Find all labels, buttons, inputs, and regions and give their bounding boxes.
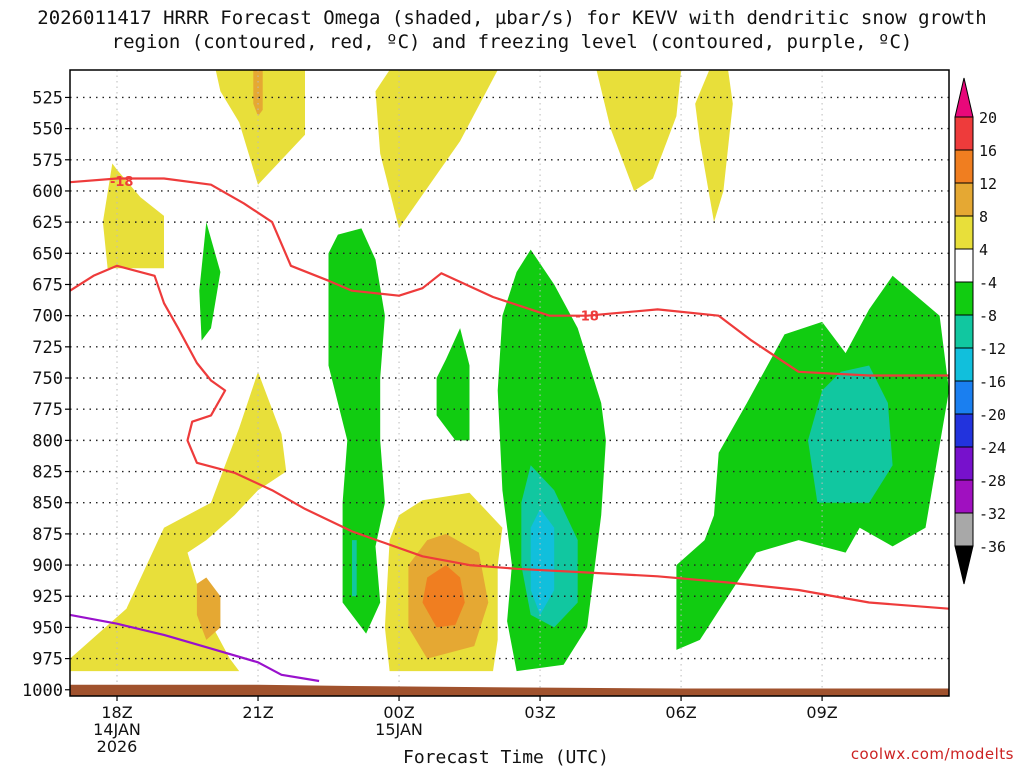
colorbar-swatch: [954, 281, 974, 316]
x-tick-label: 06Z: [665, 703, 696, 722]
x-tick-date: 15JAN: [375, 720, 423, 739]
region-upper-far-right-yellow: [695, 70, 733, 223]
y-tick-label: 600: [32, 182, 63, 202]
series-line-2: [70, 613, 320, 683]
colorbar-swatch: [954, 215, 974, 250]
x-axis-label: Forecast Time (UTC): [403, 747, 609, 768]
site-credit: coolwx.com/modelts: [850, 745, 1014, 763]
colorbar-swatch: [954, 512, 974, 547]
y-tick-label: 725: [32, 338, 63, 358]
region-green-column-center-cyan: [352, 540, 357, 597]
plot-frame: [69, 69, 950, 697]
colorbar-label: 8: [979, 208, 988, 226]
contour-label-1: -18: [575, 310, 599, 325]
colorbar-swatch: [954, 479, 974, 514]
region-big-green-mid-blue: [530, 508, 555, 615]
y-tick-label: 950: [32, 618, 63, 638]
colorbar-arrow-bottom: [954, 545, 974, 585]
y-tick-label: 625: [32, 213, 63, 233]
region-lower-left-yellow-band: [70, 371, 287, 672]
colorbar-label: -8: [979, 307, 997, 325]
y-tick-label: 750: [32, 369, 63, 389]
x-tick-label: 21Z: [242, 703, 273, 722]
region-right-teal-region: [808, 365, 893, 503]
colorbar-swatch: [954, 446, 974, 481]
contour-lines: [70, 177, 949, 683]
region-upper-right-yellow: [596, 70, 682, 191]
y-tick-label: 700: [32, 307, 63, 327]
region-left-yellow-blob: [102, 163, 164, 269]
colorbar-swatch: [954, 182, 974, 217]
colorbar-swatch: [954, 116, 974, 151]
region-green-sliver-left: [199, 222, 221, 341]
colorbar-label: -20: [979, 406, 1006, 424]
terrain: [70, 684, 949, 696]
y-tick-label: 1000: [22, 681, 63, 701]
y-tick-label: 525: [32, 88, 63, 108]
y-tick-label: 875: [32, 525, 63, 545]
colorbar-swatch: [954, 149, 974, 184]
y-tick-label: 825: [32, 463, 63, 483]
colorbar-swatch: [954, 413, 974, 448]
y-tick-label: 575: [32, 151, 63, 171]
y-tick-label: 550: [32, 120, 63, 140]
contour-label-0: -18: [110, 175, 134, 190]
y-axis: 525 550 575 600 625 650 675 700 725 750 775 800 825 8…: [22, 88, 70, 701]
colorbar-label: -36: [979, 538, 1006, 556]
series-line-0: [70, 177, 949, 377]
region-lower-center-orange-inner: [422, 565, 465, 628]
omega-shaded-regions: [70, 70, 949, 672]
region-lower-left-orange: [196, 577, 221, 640]
colorbar-label: -28: [979, 472, 1006, 490]
colorbar-swatch: [954, 248, 974, 283]
x-tick-date: 14JAN: [93, 720, 141, 739]
y-tick-label: 675: [32, 275, 63, 295]
colorbar-label: 20: [979, 109, 997, 127]
y-tick-label: 925: [32, 587, 63, 607]
y-tick-label: 900: [32, 556, 63, 576]
y-tick-label: 850: [32, 494, 63, 514]
colorbar-label: 16: [979, 142, 997, 160]
colorbar-swatch: [954, 314, 974, 349]
region-upper-wide-yellow-2: [375, 70, 498, 229]
y-tick-label: 775: [32, 400, 63, 420]
contour-labels: -18 -18: [110, 175, 599, 325]
colorbar-arrow-top: [954, 77, 974, 118]
colorbar-label: -24: [979, 439, 1006, 457]
x-tick-label: 00Z: [383, 703, 414, 722]
colorbar: 20 16 12 8 4 -4 -8 -12 -16 -20 -24 -28 -32 -36: [954, 77, 1006, 585]
colorbar-label: -32: [979, 505, 1006, 523]
series-line-1: [70, 264, 949, 610]
colorbar-label: -16: [979, 373, 1006, 391]
y-tick-label: 650: [32, 244, 63, 264]
region-upper-wide-yellow-1: [215, 70, 305, 185]
x-tick-label: 03Z: [524, 703, 555, 722]
colorbar-swatch: [954, 347, 974, 382]
region-green-column-center: [328, 228, 385, 634]
colorbar-label: -4: [979, 274, 997, 292]
colorbar-label: 12: [979, 175, 997, 193]
terrain-ground: [70, 684, 949, 696]
x-tick-label: 09Z: [806, 703, 837, 722]
y-tick-label: 975: [32, 650, 63, 670]
region-green-small-blob: [436, 328, 470, 441]
chart-title: 2026011417 HRRR Forecast Omega (shaded, …: [37, 7, 987, 53]
colorbar-label: -12: [979, 340, 1006, 358]
colorbar-swatch: [954, 380, 974, 415]
x-tick-label: 18Z: [101, 703, 132, 722]
colorbar-label: 4: [979, 241, 988, 259]
x-tick-date: 2026: [97, 737, 138, 756]
y-tick-label: 800: [32, 431, 63, 451]
